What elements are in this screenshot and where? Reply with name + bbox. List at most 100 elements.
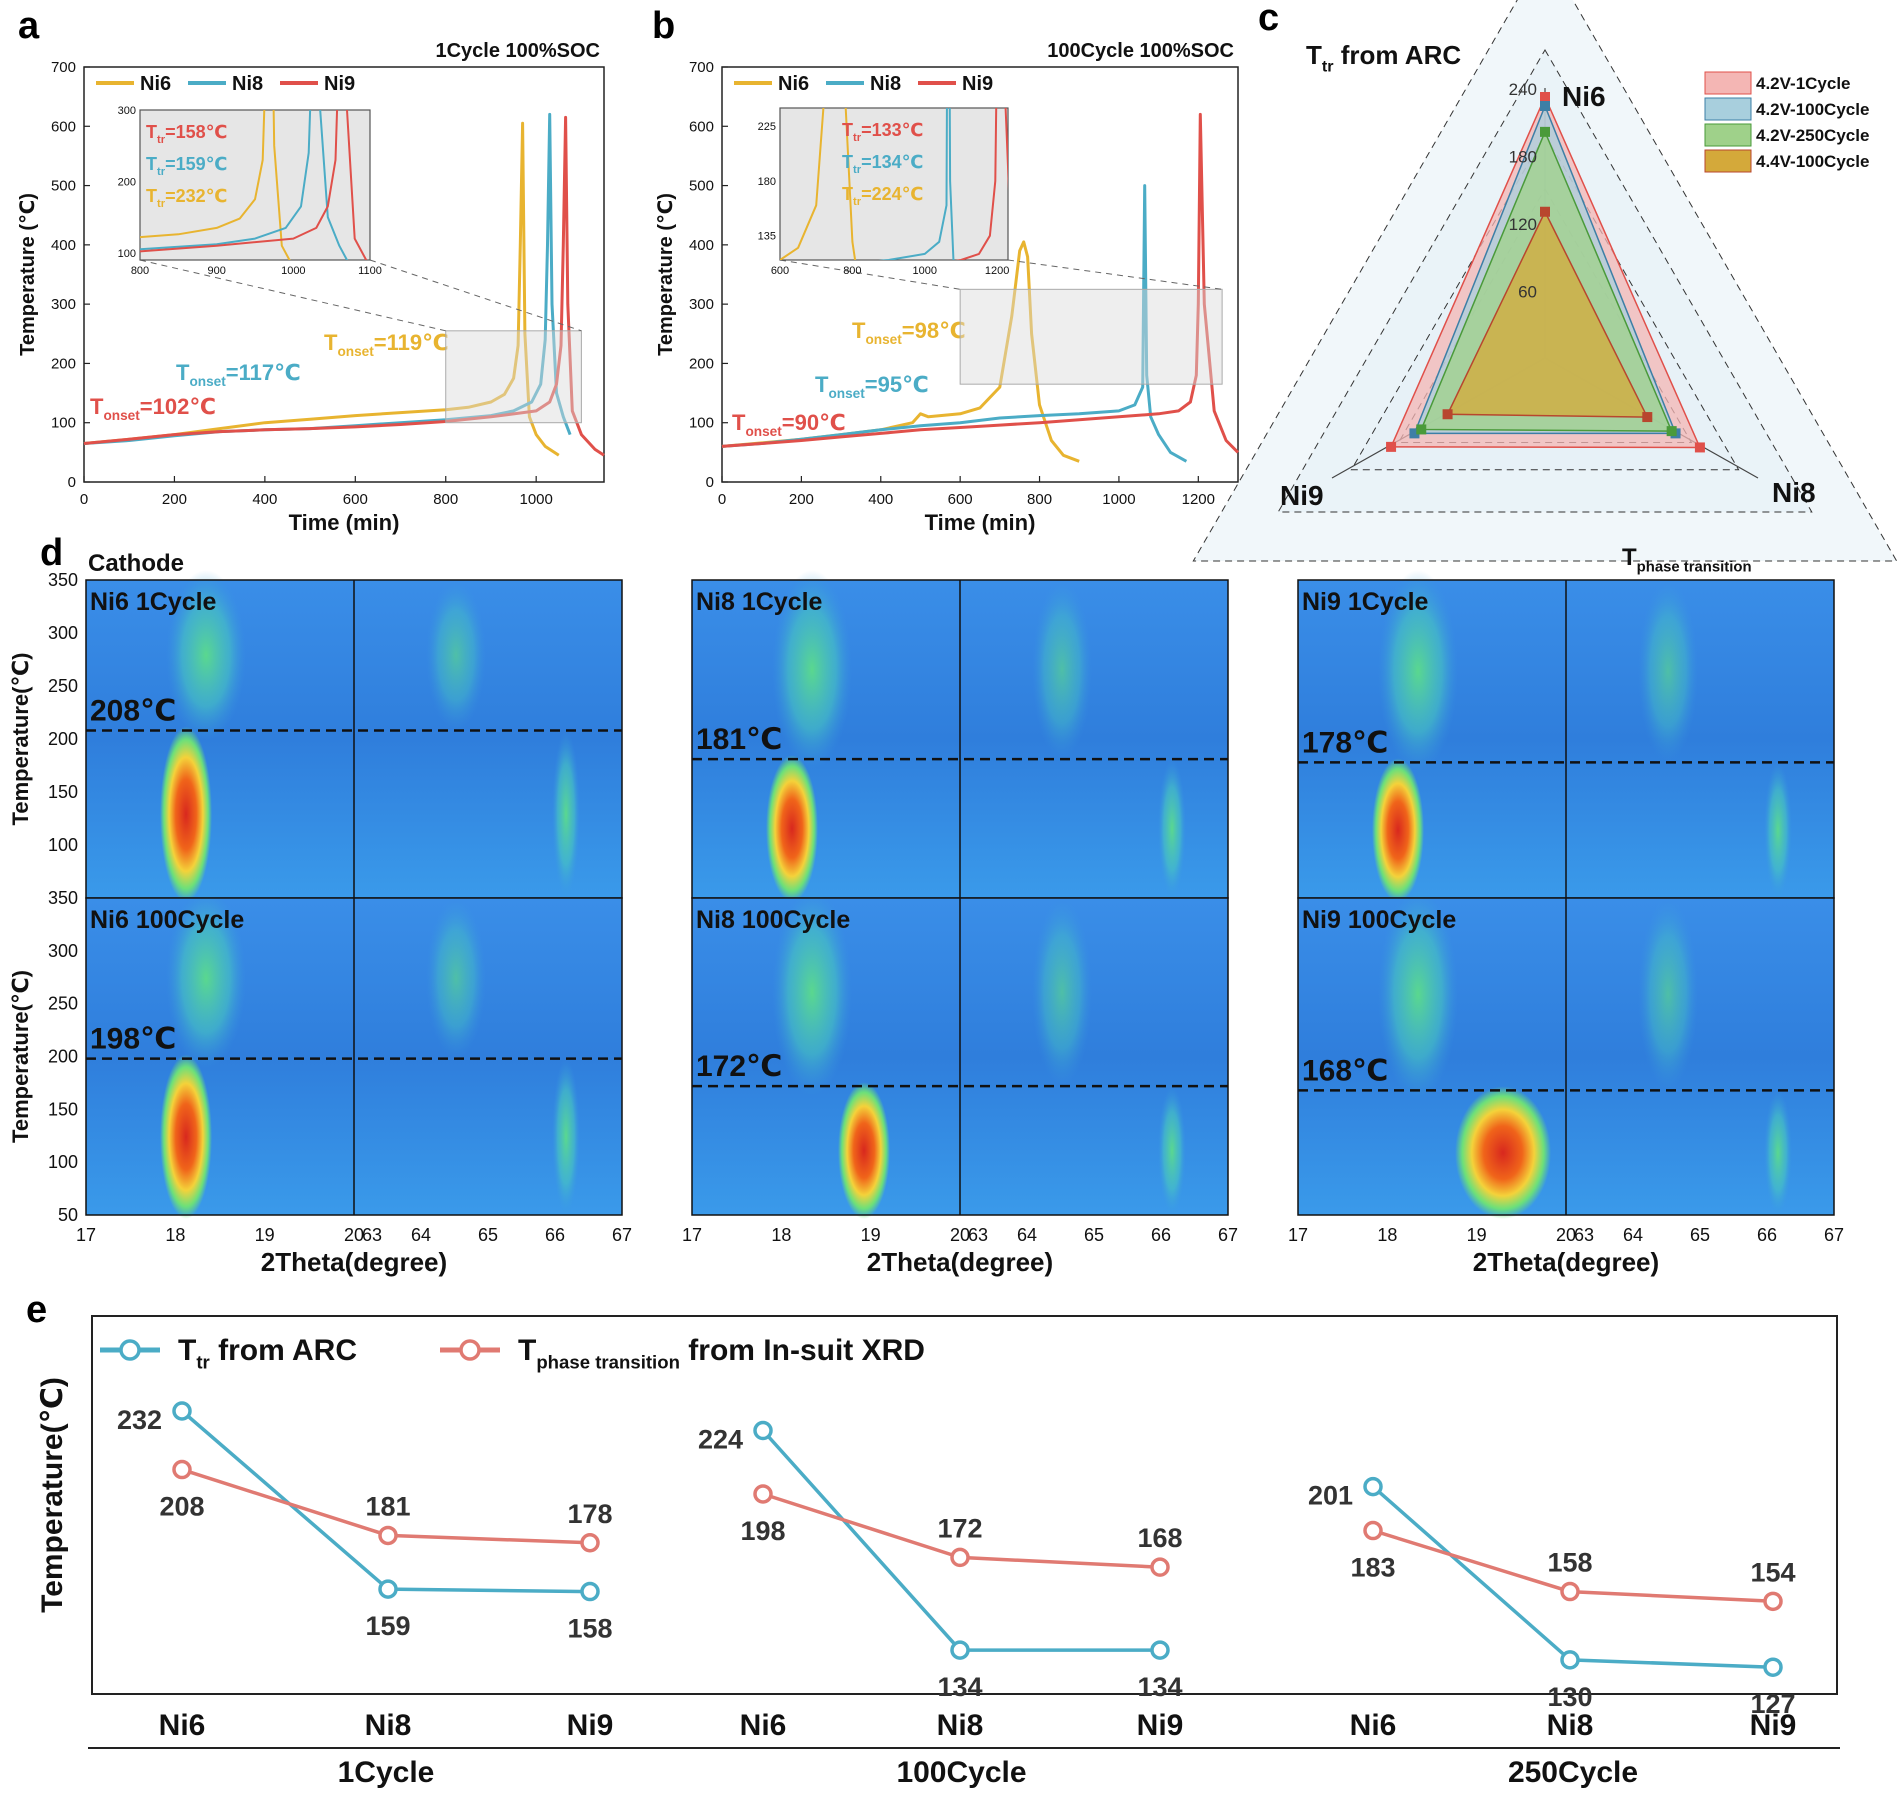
phase-transition-temp: 168℃ (1302, 1054, 1388, 1087)
data-label: 127 (1750, 1689, 1795, 1719)
heatmap-title: Ni6 1Cycle (90, 588, 217, 616)
heatmap-glow (426, 580, 486, 731)
radar-axis-label: Ni9 (1280, 480, 1324, 511)
radar-point (1416, 424, 1427, 435)
data-label: 154 (1750, 1557, 1795, 1587)
data-point (1150, 1640, 1170, 1660)
radar-point (1442, 409, 1453, 420)
radar-legend-swatch (1704, 71, 1752, 95)
y-tick-label: 700 (689, 59, 714, 76)
heatmap-x-tick-label: 63 (968, 1225, 988, 1245)
heatmap-glow (166, 570, 246, 741)
x-axis-label: Time (min) (289, 510, 400, 535)
x-tick-label: 1000 (519, 491, 552, 508)
heatmap-x-tick-label: 66 (1757, 1225, 1777, 1245)
x-axis-label: Time (min) (925, 510, 1036, 535)
heatmap-x-tick-label: 20 (950, 1225, 970, 1245)
radar-point (1694, 442, 1705, 453)
category-label: Ni9 (567, 1709, 614, 1742)
data-point (1560, 1581, 1580, 1602)
radar-title: Ttr from ARC (1306, 40, 1461, 75)
heatmap-x-tick-label: 63 (1574, 1225, 1594, 1245)
data-point (753, 1484, 773, 1504)
inset-series-line (140, 110, 349, 260)
series-line (83, 115, 605, 457)
y-tick-label: 500 (51, 178, 76, 195)
x-tick-label: 600 (948, 491, 973, 508)
heatmap-x-tick-label: 67 (1824, 1225, 1844, 1245)
heatmap-hotspot (766, 755, 818, 902)
inset-ttr-label: Ttr=158℃ (146, 122, 227, 146)
y-tick-label: 500 (689, 178, 714, 195)
data-point (172, 1459, 192, 1480)
plot-frame (721, 66, 1239, 483)
panel-d-heatmaps: Cathode Tphase transition Ni6 1Cycle 208℃ Ni… (8, 544, 1844, 1277)
heatmap-x-tick-label: 66 (1151, 1225, 1171, 1245)
data-label: 130 (1547, 1682, 1592, 1712)
y-axis-label: Temperature (℃) (17, 193, 39, 356)
heatmap-y-axis-label: Temperature(℃) (8, 970, 33, 1143)
radar-tick-label: 240 (1509, 80, 1537, 99)
data-point (1363, 1476, 1383, 1497)
data-point (950, 1547, 970, 1568)
inset-ttr-label: Ttr=134℃ (842, 152, 923, 176)
data-label: 208 (159, 1492, 204, 1522)
y-tick-label: 0 (706, 474, 714, 491)
inset-x-tick-label: 800 (843, 265, 861, 277)
onset-annotation: Tonset=102℃ (90, 394, 216, 423)
inset-y-tick-label: 225 (758, 121, 776, 133)
y-tick-label: 200 (689, 355, 714, 372)
inset-series-group (140, 110, 368, 260)
heatmap-y-tick-label: 100 (48, 1152, 78, 1172)
data-point (378, 1579, 398, 1599)
panel-letter-c: c (1258, 0, 1279, 39)
radar-point (1540, 101, 1550, 111)
zoom-region (959, 288, 1223, 385)
heatmap-x-axis-label: 2Theta(degree) (261, 1247, 447, 1277)
panel-letter-d: d (40, 532, 63, 574)
plot-frame (91, 1315, 1838, 1695)
heatmap-glow (552, 1058, 580, 1215)
inset-y-tick-label: 200 (118, 176, 136, 188)
y-tick-label: 700 (51, 59, 76, 76)
cathode-label: Cathode (88, 550, 184, 577)
heatmap-y-axis-label: Temperature(℃) (8, 653, 33, 826)
heatmap-x-tick-label: 18 (165, 1225, 185, 1245)
legend-marker (459, 1339, 481, 1361)
inset-series-line (140, 110, 291, 260)
heatmap-x-tick-label: 19 (1467, 1225, 1487, 1245)
category-label: Ni9 (1137, 1709, 1184, 1742)
radar-tick-label: 180 (1509, 148, 1537, 167)
onset-annotation: Tonset=117℃ (176, 360, 301, 389)
inset-ttr-label: Ttr=133℃ (842, 120, 923, 144)
y-tick-label: 200 (51, 355, 76, 372)
zoom-connector (779, 259, 961, 290)
heatmap-glow (772, 570, 852, 770)
plot-frame (83, 66, 605, 483)
heatmap-x-tick-label: 65 (478, 1225, 498, 1245)
heatmap-hotspot (1455, 1086, 1551, 1219)
heatmap-y-tick-label: 200 (48, 1047, 78, 1067)
heatmap-hotspot (1372, 758, 1424, 902)
category-label: Ni8 (1547, 1709, 1594, 1742)
radar-legend-swatch (1704, 97, 1752, 121)
data-point (1763, 1657, 1783, 1677)
panel-letter-e: e (26, 1289, 47, 1331)
category-label: Ni8 (937, 1709, 984, 1742)
radar-point (1409, 428, 1420, 439)
data-point (378, 1525, 398, 1546)
heatmap-title: Ni6 100Cycle (90, 906, 244, 934)
zoom-connector (369, 259, 582, 332)
radar-legend-swatch (1704, 123, 1752, 147)
y-tick-label: 600 (51, 118, 76, 135)
heatmap-title: Ni9 100Cycle (1302, 906, 1456, 934)
data-point (172, 1401, 192, 1421)
heatmap-y-tick-label: 150 (48, 1099, 78, 1119)
y-axis-label: Temperature (℃) (655, 193, 677, 356)
phase-transition-temp: 172℃ (696, 1050, 782, 1083)
x-tick-label: 1000 (1102, 491, 1135, 508)
inset-x-tick-label: 800 (131, 265, 149, 277)
y-axis-label: Temperature(℃) (36, 1377, 69, 1613)
legend-marker (119, 1339, 141, 1361)
inset-series-line (780, 108, 857, 260)
